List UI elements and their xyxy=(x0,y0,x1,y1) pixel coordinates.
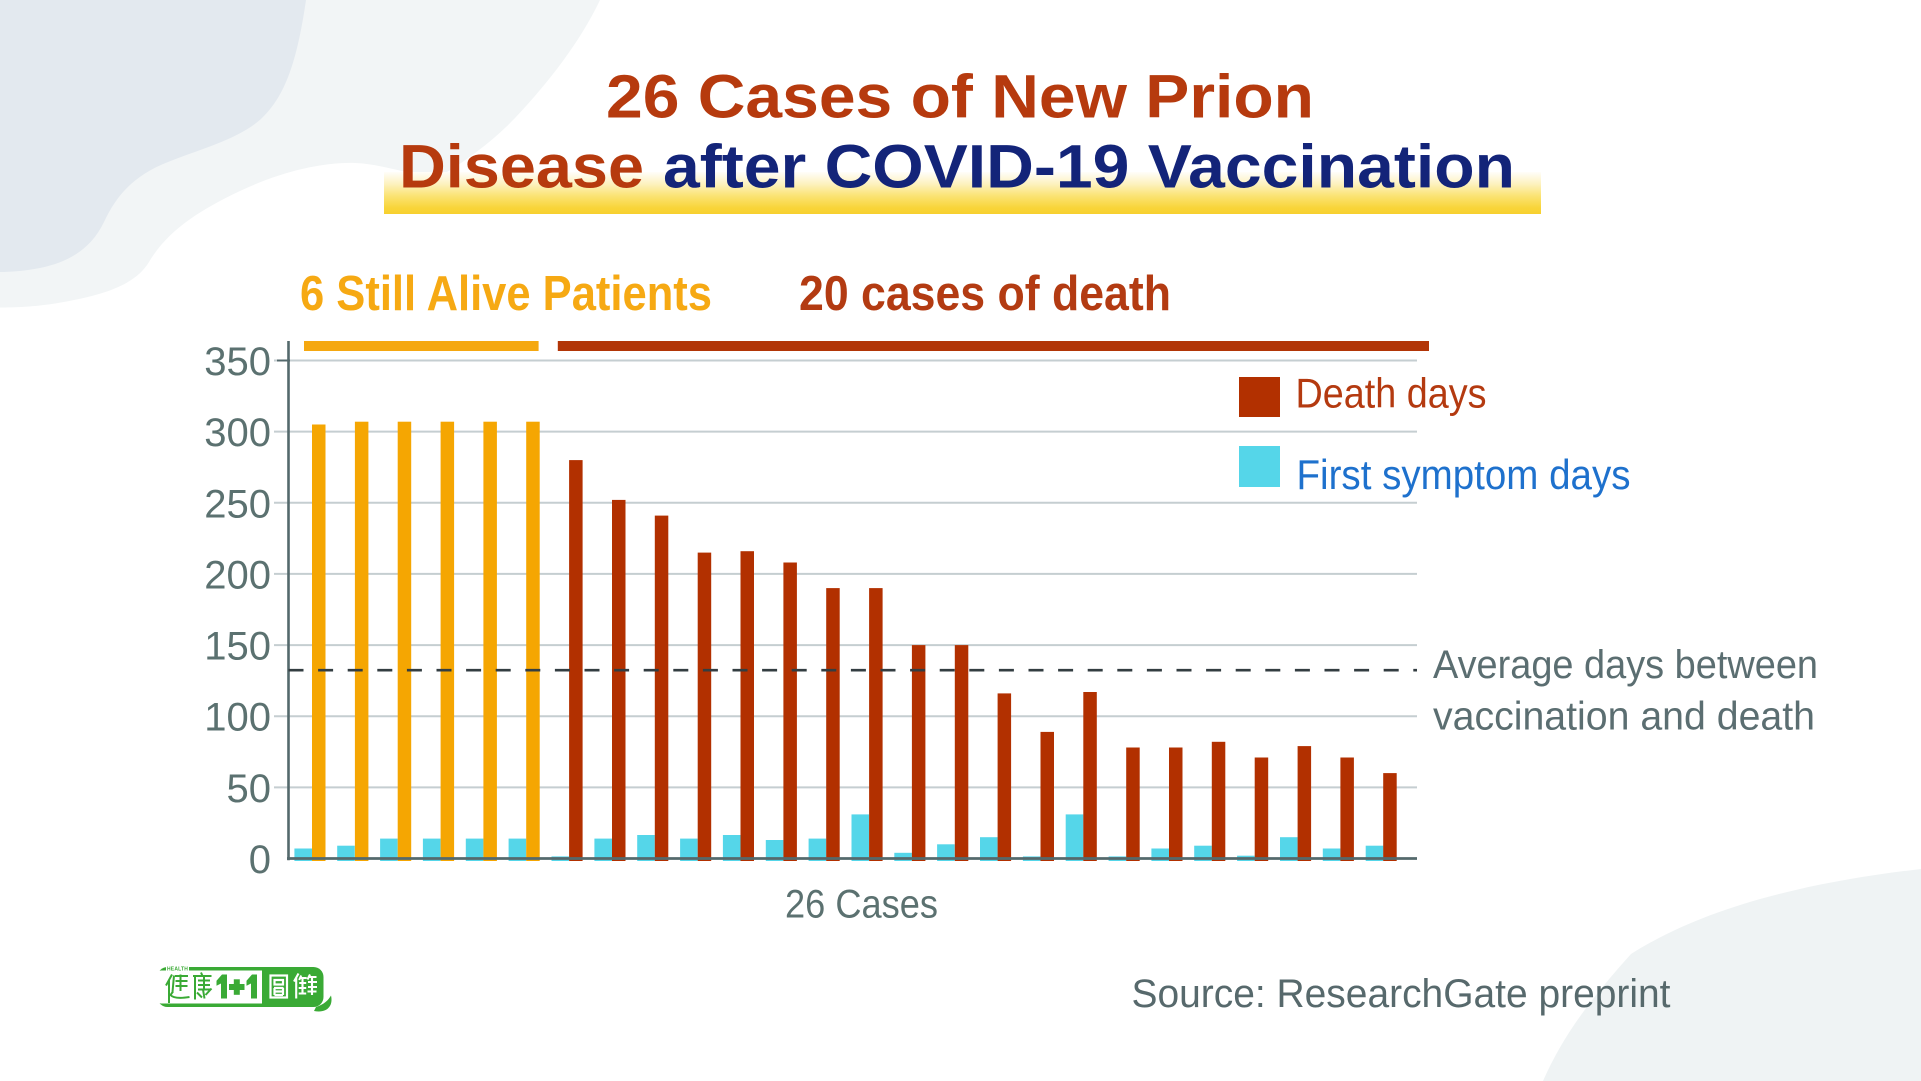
svg-text:after COVID-19 Vaccination: after COVID-19 Vaccination xyxy=(663,133,1515,201)
svg-text:HEALTH: HEALTH xyxy=(167,967,188,973)
svg-text:First symptom days: First symptom days xyxy=(1297,451,1631,498)
svg-text:6 Still Alive Patients: 6 Still Alive Patients xyxy=(300,267,712,321)
svg-text:200: 200 xyxy=(204,553,271,597)
svg-text:Average days between: Average days between xyxy=(1433,643,1818,687)
svg-text:Source: ResearchGate preprint: Source: ResearchGate preprint xyxy=(1132,972,1671,1016)
svg-text:300: 300 xyxy=(204,411,271,455)
svg-text:26 Cases: 26 Cases xyxy=(785,882,938,926)
svg-text:20 cases of death: 20 cases of death xyxy=(799,267,1171,321)
svg-text:Disease: Disease xyxy=(399,133,644,201)
svg-text:vaccination and death: vaccination and death xyxy=(1433,695,1815,739)
svg-text:350: 350 xyxy=(204,340,271,384)
svg-text:26 Cases of New Prion: 26 Cases of New Prion xyxy=(606,63,1314,131)
svg-text:150: 150 xyxy=(204,625,271,669)
svg-text:Death days: Death days xyxy=(1296,370,1487,417)
svg-text:250: 250 xyxy=(204,482,271,526)
svg-text:50: 50 xyxy=(227,767,272,811)
svg-text:0: 0 xyxy=(249,838,271,882)
svg-text:100: 100 xyxy=(204,696,271,740)
